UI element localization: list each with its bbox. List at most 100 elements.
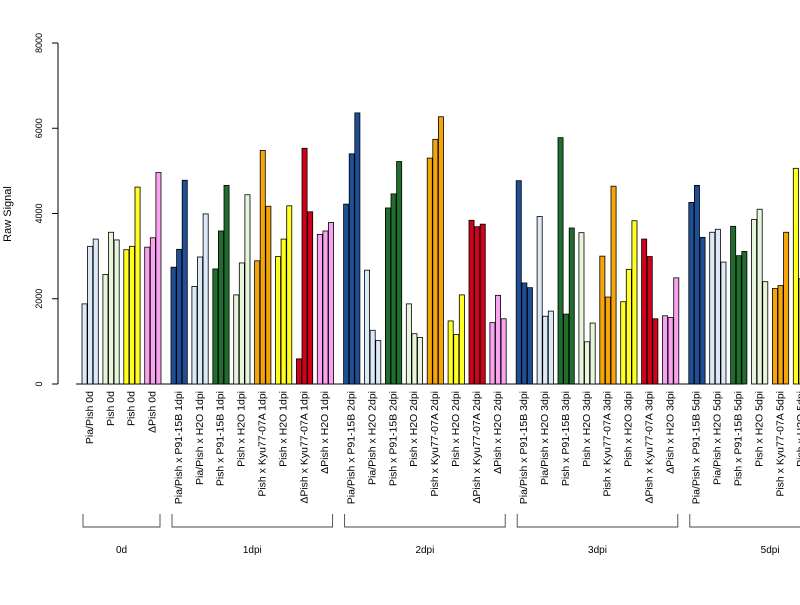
bar: [176, 248, 183, 385]
bar: [364, 269, 370, 385]
bar: [688, 202, 695, 385]
group-bracket: [171, 514, 334, 528]
bar: [432, 138, 439, 385]
bar: [295, 358, 302, 385]
bar: [599, 255, 606, 385]
x-tick-label: Pish x P91-15B 1dpi: [215, 391, 227, 486]
bar: [316, 233, 323, 385]
bar: [155, 172, 162, 385]
x-tick-label: Pish x P91-15B 5dpi: [733, 391, 745, 486]
bar: [390, 193, 397, 385]
bar: [578, 232, 585, 385]
x-tick-label: ΔPish 0d: [147, 391, 159, 433]
x-tick-label: ΔPish x Kyu77-07A 2dpi: [471, 391, 483, 504]
bar: [197, 256, 203, 385]
bar: [458, 294, 465, 385]
bar: [631, 220, 638, 385]
bar: [474, 226, 481, 385]
x-tick-label: Pia/Pish x P91-15B 1dpi: [173, 391, 185, 504]
x-tick-label: ΔPish x Kyu77-07A 3dpi: [644, 391, 656, 504]
x-tick-label: Pia/Pish x H2O 2dpi: [366, 391, 378, 485]
x-tick-label: Pish x H2O 3dpi: [623, 391, 635, 467]
y-tick-label: 4000: [34, 203, 44, 223]
bar: [447, 320, 454, 385]
x-tick-label: ΔPish x Kyu77-07A 1dpi: [298, 391, 310, 504]
group-bracket: [82, 514, 161, 528]
bar: [547, 310, 554, 385]
x-tick-label: Pish 0d: [126, 391, 138, 426]
x-tick-label: Pish x H2O 2dpi: [450, 391, 462, 467]
bar: [286, 205, 293, 385]
bar: [479, 223, 486, 385]
x-tick-label: Pish x Kyu77-07A 2dpi: [429, 391, 441, 497]
bar: [354, 112, 361, 385]
group-brackets: 0d 1dpi 2dpi 3dpi 5dpi: [82, 514, 800, 556]
x-tick-label: Pia/Pish x H2O 3dpi: [539, 391, 551, 485]
x-tick-label: ΔPish x H2O 2dpi: [492, 391, 504, 474]
group-label: 0d: [116, 545, 127, 556]
x-tick-labels: Pia/Pish 0d Pish 0d Pish 0d ΔPish 0d Pia/Pis…: [84, 391, 800, 504]
bar: [563, 313, 570, 385]
group-bracket: [516, 514, 679, 528]
bar: [301, 147, 308, 385]
bar: [730, 225, 737, 385]
bar: [568, 227, 575, 385]
bar: [453, 334, 460, 385]
bar: [641, 238, 648, 385]
bar: [714, 228, 721, 385]
bar: [468, 219, 475, 385]
bar: [772, 288, 778, 385]
x-tick-label: Pish x H2O 1dpi: [236, 391, 248, 467]
bar: [102, 274, 109, 385]
x-tick-label: Pia/Pish 0d: [84, 391, 96, 444]
bar: [384, 207, 391, 385]
x-tick-label: Pish x Kyu77-07A 1dpi: [257, 391, 269, 497]
x-tick-label: Pia/Pish x H2O 5dpi: [712, 391, 724, 485]
bar: [280, 238, 287, 385]
bar: [426, 157, 433, 385]
bar: [149, 237, 156, 385]
x-tick-label: Pia/Pish x P91-15B 2dpi: [346, 391, 358, 504]
bar: [620, 301, 627, 385]
bar: [584, 341, 590, 385]
y-axis: 0 2000 4000 6000 8000: [34, 33, 59, 387]
bar: [735, 255, 742, 385]
group-label: 2dpi: [415, 545, 434, 556]
x-tick-label: Pia/Pish x P91-15B 3dpi: [518, 391, 530, 504]
bar: [699, 236, 706, 385]
bar: [792, 167, 799, 385]
x-tick-label: Pish x H2O 2dpi: [408, 391, 420, 467]
x-tick-label: Pish x P91-15B 3dpi: [560, 391, 572, 486]
x-tick-label: Pia/Pish x H2O 1dpi: [194, 391, 206, 485]
bar: [646, 256, 653, 385]
bar: [783, 231, 790, 385]
x-tick-label: ΔPish x H2O 1dpi: [319, 391, 331, 474]
bar: [500, 318, 507, 385]
x-tick-label: Pish 0d: [105, 391, 117, 426]
bar: [411, 333, 418, 385]
bar: [191, 285, 198, 385]
bar: [405, 303, 412, 385]
bar: [375, 340, 382, 385]
x-tick-label: Pish x H2O 5dpi: [753, 391, 765, 467]
group-label: 3dpi: [588, 545, 607, 556]
bar: [662, 315, 668, 385]
y-tick-label: 6000: [34, 118, 44, 138]
bar: [798, 278, 800, 385]
bar: [348, 153, 355, 385]
bar: [709, 231, 716, 385]
bar: [307, 211, 314, 385]
bar: [113, 239, 120, 385]
bar: [605, 296, 611, 385]
bar: [322, 230, 329, 385]
bar: [610, 185, 617, 385]
x-tick-label: Pish x H2O 1dpi: [277, 391, 289, 467]
y-axis-label: Raw Signal: [2, 186, 14, 242]
bar: [542, 315, 549, 385]
bar: [557, 137, 564, 385]
bar: [777, 285, 784, 385]
y-tick-label: 0: [34, 381, 44, 386]
bar: [667, 317, 674, 385]
group-label: 1dpi: [243, 545, 262, 556]
